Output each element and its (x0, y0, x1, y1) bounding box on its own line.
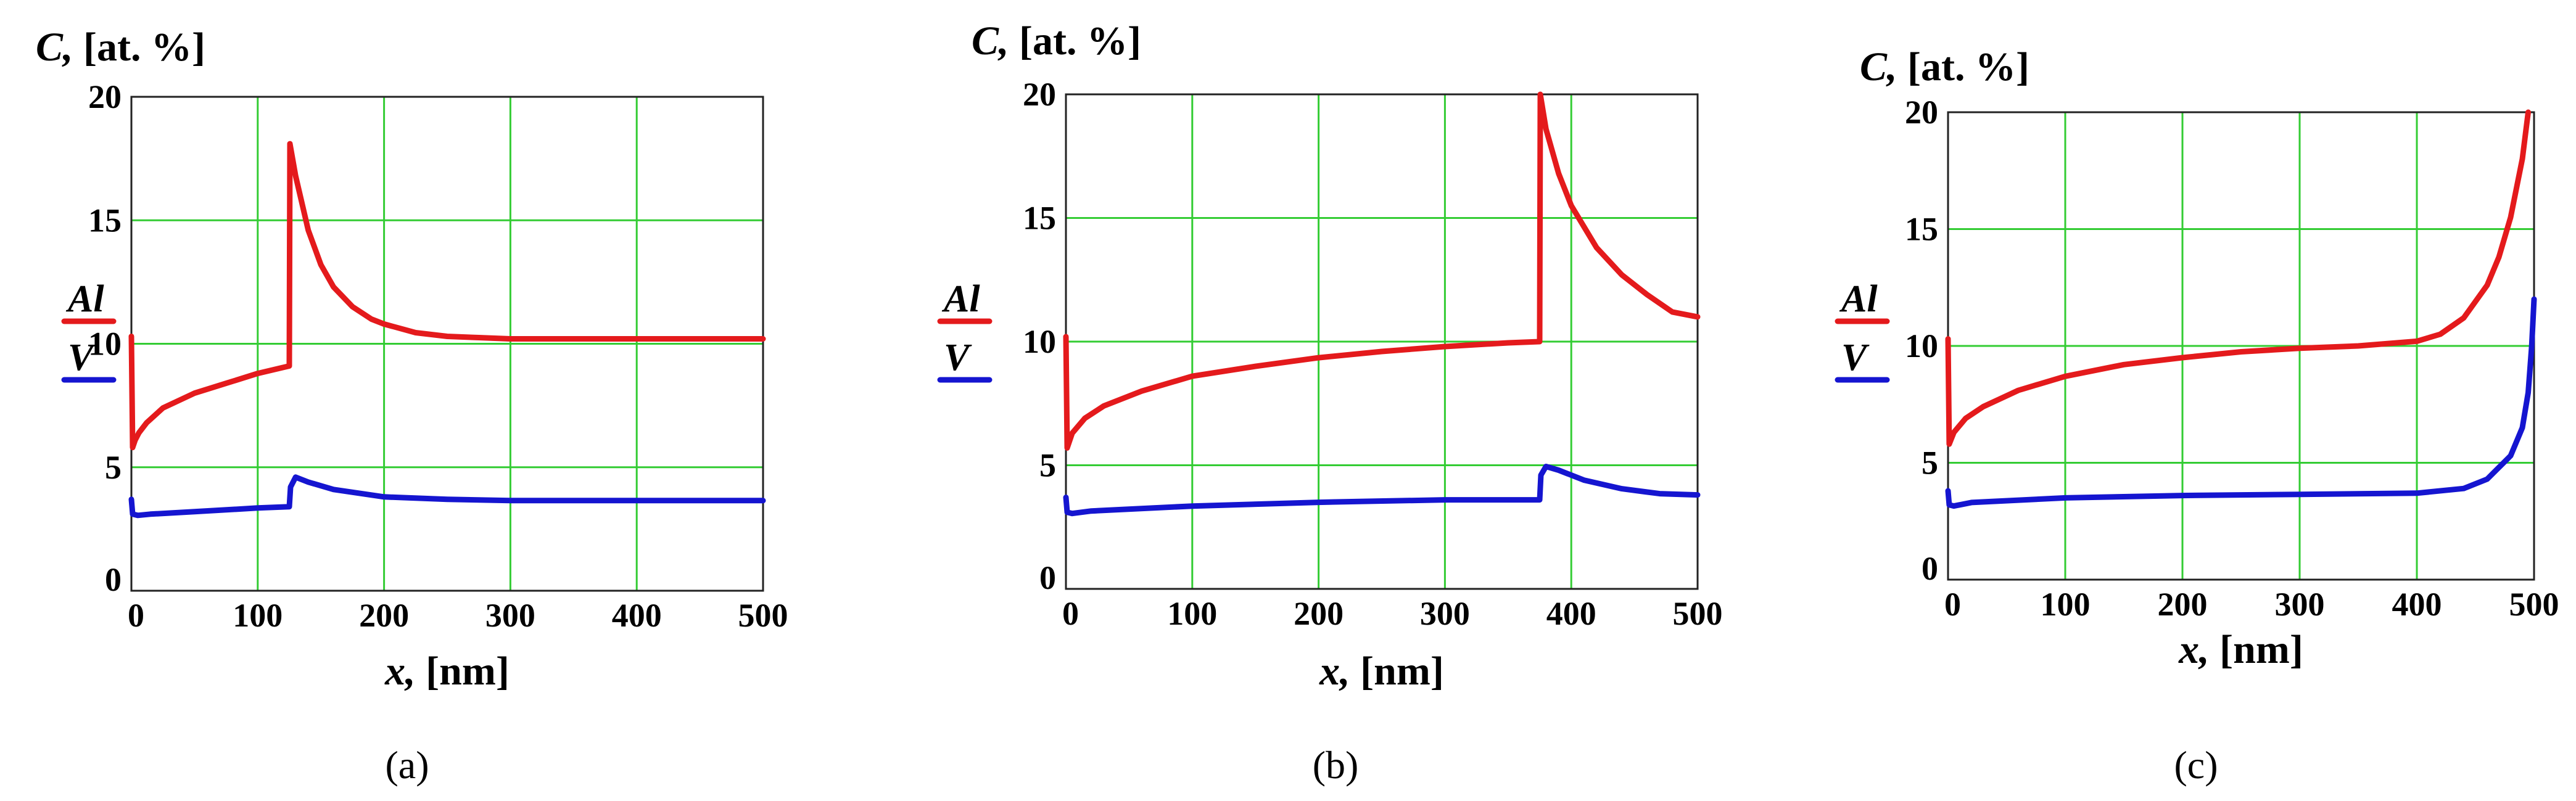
legend-label-al: Al (65, 278, 104, 320)
series-line-al (1945, 109, 2531, 447)
y-axis-label: C, [at. %] (972, 18, 1141, 64)
y-tick-label: 5 (1039, 447, 1056, 484)
x-tick-label: 500 (2509, 586, 2559, 623)
x-tick-label: 0 (128, 597, 144, 634)
x-axis-label: x, [nm] (384, 649, 510, 694)
y-tick-label: 5 (1922, 445, 1938, 482)
x-tick-label: 200 (2158, 586, 2208, 623)
legend-label-v: V (68, 337, 96, 379)
x-tick-label: 400 (612, 597, 662, 634)
series-line-al (128, 141, 766, 451)
x-tick-label: 500 (1673, 595, 1723, 632)
y-tick-label: 20 (1023, 76, 1056, 113)
x-tick-label: 200 (1294, 595, 1344, 632)
series-line-v (128, 474, 766, 519)
y-tick-label: 10 (1905, 327, 1938, 364)
y-tick-label: 0 (1039, 559, 1056, 596)
y-tick-label: 20 (1905, 94, 1938, 131)
x-tick-label: 300 (485, 597, 535, 634)
y-tick-label: 20 (88, 78, 122, 115)
y-tick-label: 15 (1023, 200, 1056, 237)
x-axis-label: x, [nm] (2178, 627, 2303, 672)
x-tick-label: 0 (1062, 595, 1079, 632)
legend-label-v: V (944, 337, 972, 379)
x-tick-label: 400 (1546, 595, 1596, 632)
y-axis-label: C, [at. %] (1860, 44, 2029, 89)
legend-label-v: V (1841, 337, 1870, 379)
panel-label: (b) (1313, 743, 1359, 787)
x-tick-label: 0 (1944, 586, 1961, 623)
y-tick-label: 15 (88, 202, 122, 239)
y-tick-label: 15 (1905, 211, 1938, 248)
y-axis-label: C, [at. %] (36, 25, 205, 70)
y-tick-label: 5 (105, 449, 122, 486)
x-tick-label: 300 (1420, 595, 1470, 632)
x-axis-label: x, [nm] (1319, 649, 1444, 694)
series-line-al (1063, 91, 1701, 451)
x-tick-label: 100 (1167, 595, 1217, 632)
legend-label-al: Al (1839, 278, 1878, 320)
x-tick-label: 100 (233, 597, 283, 634)
panel-label: (c) (2174, 743, 2218, 787)
x-tick-label: 300 (2275, 586, 2325, 623)
y-tick-label: 10 (88, 326, 122, 363)
y-tick-label: 10 (1023, 323, 1056, 360)
y-tick-label: 0 (105, 561, 122, 598)
x-tick-label: 400 (2392, 586, 2442, 623)
x-tick-label: 100 (2041, 586, 2091, 623)
y-tick-label: 0 (1922, 550, 1938, 587)
series-line-v (1063, 464, 1701, 517)
x-tick-label: 200 (359, 597, 409, 634)
panel-label: (a) (385, 743, 429, 787)
legend-label-al: Al (941, 278, 980, 320)
x-tick-label: 500 (738, 597, 788, 634)
series-line-v (1945, 296, 2537, 509)
